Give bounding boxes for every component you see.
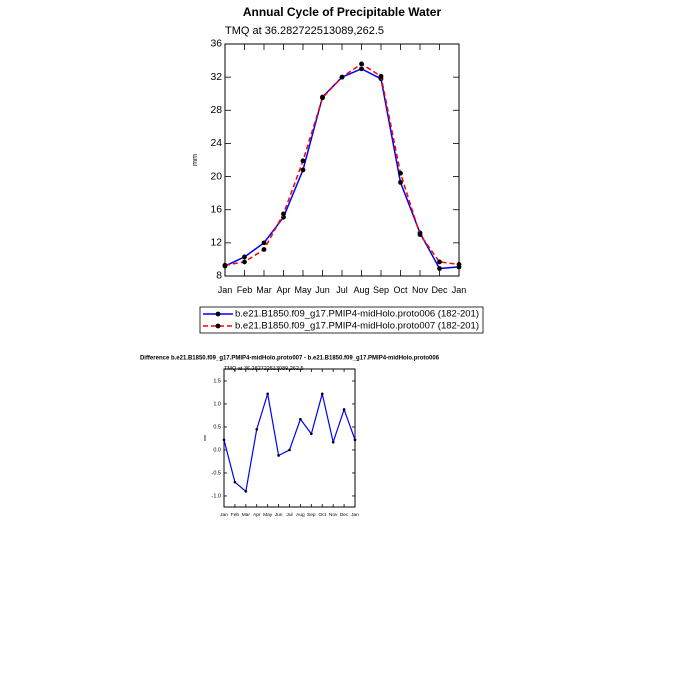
data-point [359, 66, 364, 72]
plot-frame [224, 43, 460, 277]
data-point [233, 480, 237, 484]
legend-marker [215, 323, 221, 329]
y-tick-label: 24 [210, 138, 222, 149]
series-line [224, 68, 460, 270]
y-tick-label: 0.0 [213, 447, 221, 453]
y-tick-label: 16 [210, 204, 222, 215]
x-tick-label: Dec [431, 285, 448, 295]
x-tick-label: Apr [276, 285, 290, 295]
data-point [310, 432, 313, 436]
y-tick-label: 0.5 [213, 424, 221, 430]
x-tick-label: Jun [315, 285, 330, 295]
data-point [398, 170, 403, 176]
y-tick-label: 28 [210, 105, 222, 116]
y-tick-label: 1.5 [213, 378, 221, 384]
series-line [223, 393, 356, 493]
data-point [417, 232, 423, 237]
data-point [244, 490, 248, 493]
data-point [255, 427, 259, 431]
chart-title: Annual Cycle of Precipitable Water [243, 5, 442, 19]
y-tick-label: -0.5 [211, 470, 221, 476]
chart-subtitle: TMQ at 36.282722513089,262.5 [225, 25, 384, 37]
data-point [281, 211, 286, 217]
data-point [261, 240, 267, 246]
data-point [222, 438, 226, 442]
x-tick-label: Jul [336, 285, 348, 295]
x-tick-label: Oct [393, 285, 408, 295]
data-point [222, 262, 228, 268]
y-axis-label: mm [203, 435, 207, 441]
x-tick-label: Sep [307, 512, 316, 518]
data-point [300, 167, 306, 173]
y-tick-label: 20 [210, 171, 222, 182]
data-point [378, 73, 384, 79]
x-tick-label: Jan [452, 285, 467, 295]
data-point [331, 440, 335, 444]
data-point [320, 392, 324, 396]
data-point [300, 158, 306, 164]
x-tick-label: Mar [256, 285, 272, 295]
data-point [437, 259, 442, 265]
x-tick-label: Aug [353, 285, 369, 295]
legend-label: b.e21.B1850.f09_g17.PMIP4-midHolo.proto0… [235, 321, 479, 332]
y-tick-label: 12 [210, 238, 222, 249]
x-tick-label: Feb [237, 285, 253, 295]
x-tick-label: Jan [220, 512, 228, 518]
x-tick-label: May [294, 285, 312, 295]
data-point [339, 74, 345, 80]
data-point [342, 408, 346, 411]
x-tick-label: May [263, 512, 273, 518]
data-point [353, 438, 357, 442]
y-tick-label: 36 [210, 39, 222, 50]
y-tick-label: -1.0 [211, 493, 221, 499]
chart-title: Difference b.e21.B1850.f09_g17.PMIP4-mid… [140, 356, 440, 362]
legend-marker [215, 311, 221, 317]
y-tick-label: 1.0 [213, 401, 221, 407]
data-point [359, 61, 364, 67]
data-point [456, 262, 462, 267]
x-tick-label: Apr [253, 512, 261, 518]
y-axis-label: mm [190, 154, 199, 166]
data-point [242, 259, 247, 265]
x-tick-label: Jan [218, 285, 233, 295]
x-tick-label: Jul [286, 512, 292, 518]
y-tick-label: 8 [216, 271, 222, 282]
x-tick-label: Mar [242, 512, 251, 518]
x-tick-label: Dec [340, 512, 349, 518]
x-tick-label: Feb [231, 512, 240, 518]
data-point [299, 417, 302, 421]
x-tick-label: Jun [275, 512, 283, 518]
data-point [288, 448, 291, 452]
x-tick-label: Oct [319, 512, 327, 518]
x-tick-label: Aug [296, 512, 305, 518]
legend-label: b.e21.B1850.f09_g17.PMIP4-midHolo.proto0… [235, 309, 479, 320]
series-line [224, 62, 460, 266]
y-tick-label: 32 [210, 72, 222, 83]
data-point [242, 254, 247, 260]
data-point [437, 266, 442, 271]
plot-frame [223, 368, 356, 508]
data-point [277, 454, 280, 457]
data-point [320, 95, 325, 101]
x-tick-label: Jan [351, 512, 359, 518]
data-point [266, 392, 269, 396]
x-tick-label: Nov [412, 285, 429, 295]
x-tick-label: Nov [329, 512, 338, 518]
data-point [261, 247, 267, 252]
x-tick-label: Sep [373, 285, 389, 295]
legend-box [199, 306, 484, 334]
data-point [398, 179, 403, 185]
